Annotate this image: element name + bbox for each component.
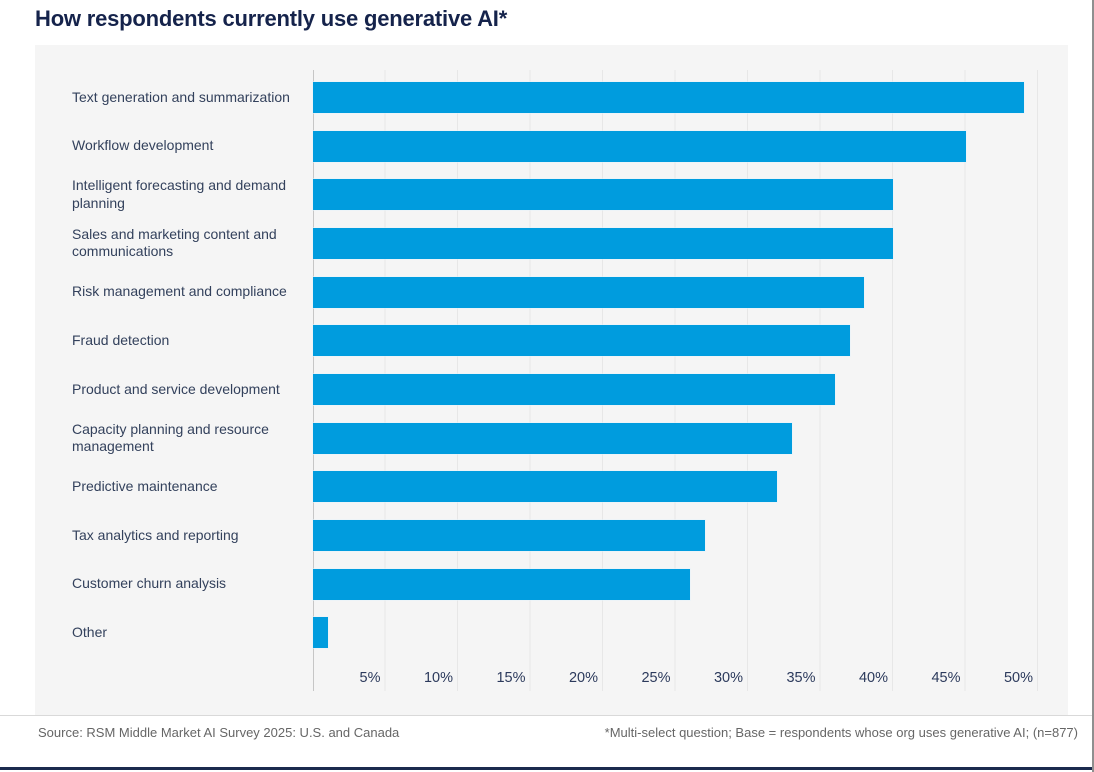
bar-track — [313, 519, 1068, 551]
bar-row: Text generation and summarization — [35, 73, 1068, 122]
bar-track — [313, 130, 1068, 162]
bar — [313, 617, 328, 649]
footnote-text: *Multi-select question; Base = responden… — [604, 725, 1078, 740]
bar-row: Sales and marketing content and communic… — [35, 219, 1068, 268]
x-axis-ticks: 5% 10% 15% 20% 25% 30% 35% 40% 45% 50% — [35, 670, 1068, 690]
source-text: Source: RSM Middle Market AI Survey 2025… — [38, 725, 400, 740]
category-label: Fraud detection — [72, 331, 170, 348]
category-label: Other — [72, 623, 108, 640]
bar — [313, 471, 777, 503]
category-label: Product and service development — [72, 380, 280, 397]
footer-divider — [0, 715, 1094, 716]
bar — [313, 81, 1024, 113]
bar — [313, 519, 705, 551]
bar-track — [313, 227, 1068, 259]
x-tick-label: 50% — [1003, 670, 1033, 686]
x-tick-label: 20% — [568, 670, 598, 686]
category-label: Tax analytics and reporting — [72, 526, 239, 543]
bar-row: Product and service development — [35, 365, 1068, 414]
bar-row: Workflow development — [35, 122, 1068, 171]
category-label: Predictive maintenance — [72, 477, 218, 494]
bar — [313, 130, 966, 162]
bar-row: Capacity planning and resource managemen… — [35, 414, 1068, 463]
x-tick-label: 30% — [713, 670, 743, 686]
x-tick-label: 40% — [858, 670, 888, 686]
bar-row: Intelligent forecasting and demand plann… — [35, 170, 1068, 219]
bar-track — [313, 179, 1068, 211]
bar-row: Fraud detection — [35, 316, 1068, 365]
bar-track — [313, 617, 1068, 649]
bar-track — [313, 325, 1068, 357]
bar-track — [313, 373, 1068, 405]
bar-row: Customer churn analysis — [35, 560, 1068, 609]
category-label: Risk management and compliance — [72, 283, 287, 300]
bar-row: Predictive maintenance — [35, 462, 1068, 511]
bar-row: Risk management and compliance — [35, 268, 1068, 317]
category-label: Intelligent forecasting and demand plann… — [72, 177, 287, 211]
bar-row: Tax analytics and reporting — [35, 511, 1068, 560]
x-tick-label: 15% — [496, 670, 526, 686]
bar — [313, 373, 835, 405]
bar-track — [313, 422, 1068, 454]
bar-track — [313, 568, 1068, 600]
right-edge-border — [1092, 0, 1094, 772]
bar — [313, 227, 893, 259]
category-label: Sales and marketing content and communic… — [72, 225, 277, 260]
bar-track — [313, 471, 1068, 503]
bar-rows: Text generation and summarization Workflo… — [35, 73, 1068, 657]
chart-panel: Text generation and summarization Workflo… — [35, 45, 1068, 716]
bar — [313, 325, 850, 357]
x-tick-label: 25% — [641, 670, 671, 686]
x-tick-label: 10% — [423, 670, 453, 686]
page-title: How respondents currently use generative… — [35, 6, 508, 31]
bar-track — [313, 81, 1068, 113]
bar — [313, 179, 893, 211]
bar — [313, 568, 690, 600]
category-label: Capacity planning and resource managemen… — [72, 420, 269, 455]
category-label: Workflow development — [72, 137, 214, 154]
x-tick-label: 45% — [931, 670, 961, 686]
bar — [313, 276, 864, 308]
x-tick-label: 35% — [786, 670, 816, 686]
category-label: Text generation and summarization — [72, 88, 290, 105]
x-tick-label: 5% — [359, 670, 381, 686]
bar — [313, 422, 792, 454]
category-label: Customer churn analysis — [72, 575, 227, 592]
bar-track — [313, 276, 1068, 308]
bar-row: Other — [35, 608, 1068, 657]
bottom-accent-bar — [0, 767, 1094, 770]
